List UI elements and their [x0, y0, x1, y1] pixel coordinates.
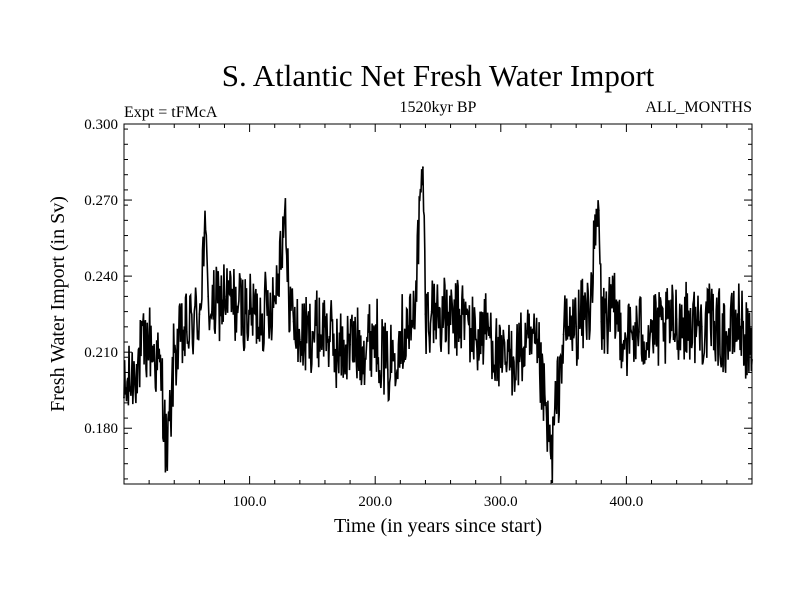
chart-title: S. Atlantic Net Fresh Water Import — [222, 58, 655, 93]
data-point — [292, 320, 295, 323]
data-point — [437, 310, 439, 313]
data-point — [135, 363, 138, 366]
data-point — [223, 295, 226, 298]
y-tick-label: 0.210 — [84, 345, 118, 361]
data-point — [713, 320, 716, 323]
x-tick-label: 300.0 — [484, 494, 518, 510]
data-point — [525, 346, 527, 348]
plot-frame — [123, 123, 753, 485]
data-point — [575, 325, 578, 328]
data-point — [198, 313, 201, 315]
x-axis-label: Time (in years since start) — [334, 515, 542, 537]
data-point — [650, 331, 653, 333]
data-point — [349, 343, 351, 346]
data-point — [386, 369, 389, 371]
data-point — [261, 313, 264, 315]
data-point — [430, 310, 433, 313]
data-point — [587, 308, 590, 310]
data-point — [324, 325, 326, 328]
x-axis: 100.0 200.0 300.0 400.0 — [148, 124, 728, 510]
y-tick-label: 0.180 — [84, 421, 118, 437]
data-point — [160, 376, 163, 379]
data-point — [165, 457, 168, 460]
data-point — [700, 325, 703, 328]
y-tick-label: 0.240 — [84, 269, 118, 285]
months-label: ALL_MONTHS — [645, 99, 752, 116]
data-point — [487, 325, 490, 328]
y-tick-label: 0.300 — [84, 117, 118, 133]
period-label: 1520kyr BP — [400, 99, 477, 116]
data-point — [336, 351, 339, 354]
data-point — [236, 305, 238, 308]
data-point — [550, 457, 552, 460]
series-line — [123, 167, 753, 484]
data-point — [663, 331, 665, 333]
data-point — [311, 331, 314, 333]
data-point — [211, 310, 213, 313]
data-point — [286, 280, 289, 283]
data-point — [597, 209, 600, 212]
y-axis-label: Fresh Water Import (in Sv) — [47, 196, 69, 412]
experiment-label: Expt = tFMcA — [124, 104, 218, 121]
data-point — [625, 338, 628, 341]
data-point — [207, 295, 210, 298]
data-point — [738, 318, 741, 321]
plot-area — [123, 166, 753, 484]
data-point — [148, 338, 151, 341]
y-tick-label: 0.270 — [84, 193, 118, 209]
data-point — [203, 232, 206, 234]
data-point — [562, 333, 565, 336]
data-point — [499, 366, 502, 369]
data-point — [675, 318, 678, 321]
data-point — [638, 331, 640, 333]
data-point — [688, 320, 691, 323]
data-point — [283, 209, 286, 212]
data-point — [424, 313, 427, 315]
data-point — [185, 331, 188, 333]
data-point — [474, 338, 477, 341]
data-point — [449, 323, 452, 326]
data-point — [169, 414, 172, 417]
data-point — [537, 356, 540, 359]
data-point — [462, 313, 464, 315]
y-axis: 0.180 0.210 0.240 0.270 0.300 — [84, 117, 752, 480]
data-point — [374, 331, 377, 333]
data-point — [422, 166, 424, 169]
data-point — [600, 320, 603, 323]
x-tick-label: 400.0 — [610, 494, 644, 510]
x-tick-label: 100.0 — [233, 494, 267, 510]
data-point — [412, 325, 414, 328]
data-point — [173, 351, 176, 354]
data-point — [399, 331, 402, 333]
data-point — [612, 310, 615, 313]
x-tick-label: 200.0 — [358, 494, 392, 510]
data-point — [298, 338, 301, 341]
data-point — [726, 338, 728, 341]
data-point — [512, 356, 515, 359]
data-point — [361, 346, 364, 348]
data-point — [273, 295, 276, 298]
data-point — [248, 313, 251, 315]
